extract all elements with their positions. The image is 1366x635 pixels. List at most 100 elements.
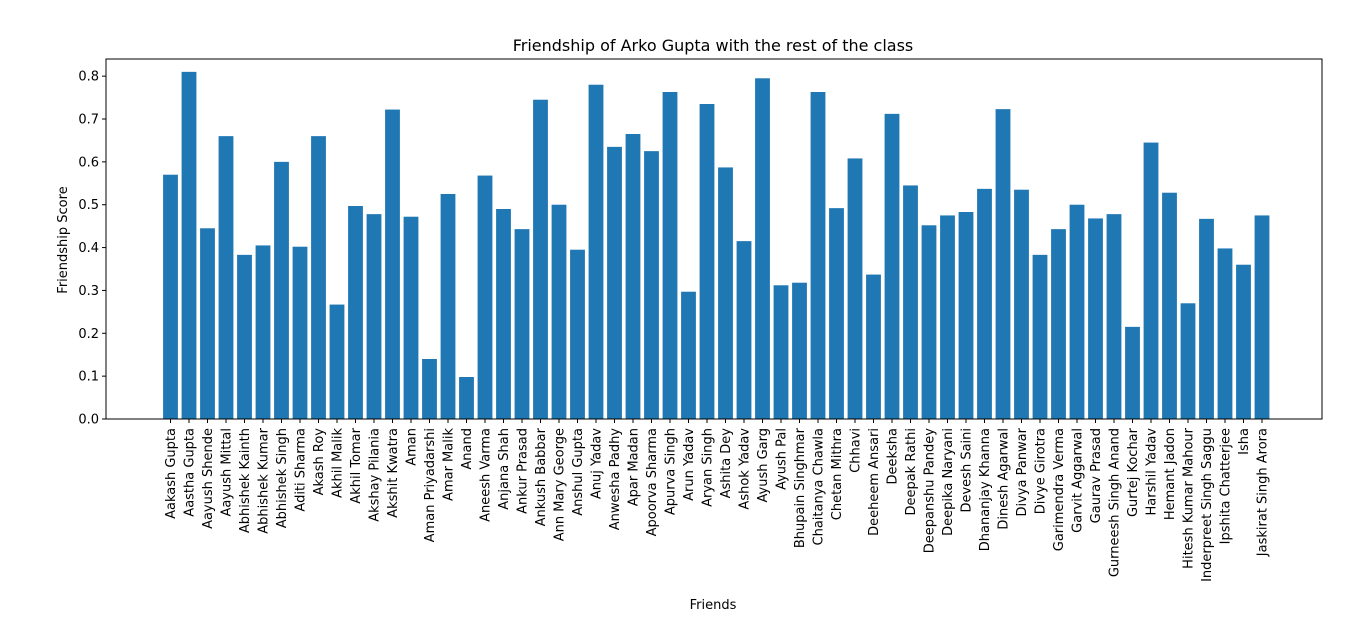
bar bbox=[496, 209, 511, 419]
x-tick-label: Inderpreet Singh Saggu bbox=[1200, 428, 1215, 582]
bar bbox=[255, 245, 271, 419]
x-tick-label: Bhupain Singhmar bbox=[793, 427, 808, 548]
y-tick-label: 0.1 bbox=[78, 370, 99, 385]
bar bbox=[958, 212, 974, 419]
bar bbox=[1106, 214, 1122, 419]
y-tick-label: 0.8 bbox=[78, 70, 99, 85]
bar bbox=[644, 151, 659, 419]
x-tick-label: Anuj Yadav bbox=[590, 428, 605, 499]
bar bbox=[385, 109, 400, 419]
x-tick-label: Akshit Kwatra bbox=[386, 428, 401, 518]
y-axis: 0.0 0.1 0.2 0.3 0.4 0.5 0.6 0.7 0.8 bbox=[78, 70, 106, 428]
bar bbox=[588, 84, 604, 420]
bar bbox=[718, 167, 733, 419]
x-tick-label: Deeheem Ansari bbox=[867, 428, 882, 536]
x-tick-label: Divye Girotra bbox=[1034, 428, 1049, 514]
x-tick-label: Anshul Gupta bbox=[571, 428, 586, 516]
x-axis-label: Friends bbox=[690, 598, 737, 613]
x-tick-label: Garimendra Verma bbox=[1052, 428, 1067, 551]
x-tick-label: Gaurav Prasad bbox=[1089, 428, 1104, 523]
bar bbox=[607, 146, 622, 420]
x-tick-label: Ashita Dey bbox=[719, 428, 734, 499]
y-tick-label: 0.2 bbox=[78, 327, 99, 342]
x-tick-label: Deepak Rathi bbox=[904, 428, 919, 516]
bar bbox=[903, 185, 918, 419]
y-tick-label: 0.7 bbox=[78, 113, 99, 128]
x-tick-label: Aastha Gupta bbox=[183, 428, 198, 517]
x-tick-label: Gurtej Kochar bbox=[1126, 427, 1141, 517]
x-tick-label: Deepika Naryani bbox=[941, 428, 956, 536]
bar bbox=[1125, 326, 1140, 419]
bar bbox=[440, 194, 456, 419]
bar bbox=[1162, 192, 1177, 419]
bar bbox=[181, 71, 197, 420]
x-axis: Aakash Gupta Aastha Gupta Aayush Shende Aay… bbox=[164, 419, 1271, 582]
bar bbox=[348, 206, 363, 419]
x-tick-label: Aman bbox=[405, 428, 420, 466]
x-tick-label: Deepanshu Pandey bbox=[923, 428, 938, 554]
x-tick-label: Abhishek Kainth bbox=[238, 428, 253, 533]
bar bbox=[940, 215, 955, 419]
x-tick-label: Aneesh Varma bbox=[479, 428, 494, 522]
bar bbox=[1217, 248, 1233, 419]
x-tick-label: Amar Malik bbox=[442, 428, 457, 501]
x-tick-label: Akhil Malik bbox=[331, 428, 346, 498]
x-tick-label: Apurva Singh bbox=[664, 428, 679, 515]
bar bbox=[329, 304, 345, 419]
bar bbox=[1236, 264, 1251, 419]
bar bbox=[422, 359, 437, 419]
bar bbox=[921, 225, 937, 419]
bar bbox=[1199, 218, 1214, 419]
bar bbox=[1014, 189, 1029, 419]
bar bbox=[163, 174, 178, 419]
bar bbox=[662, 92, 678, 419]
bar bbox=[1069, 204, 1085, 419]
bar bbox=[625, 134, 641, 419]
bar bbox=[829, 208, 844, 419]
x-tick-label: Anjana Shah bbox=[497, 428, 512, 510]
x-tick-label: Gurneesh Singh Anand bbox=[1108, 428, 1123, 577]
y-tick-label: 0.6 bbox=[78, 155, 99, 170]
x-tick-label: Abhishek Singh bbox=[275, 428, 290, 528]
x-tick-label: Aryan Singh bbox=[701, 428, 716, 507]
x-tick-label: Dinesh Agarwal bbox=[997, 428, 1012, 530]
x-tick-label: Hemant Jadon bbox=[1163, 428, 1178, 520]
bar bbox=[755, 78, 770, 419]
bar bbox=[736, 241, 752, 419]
bar bbox=[551, 204, 567, 419]
bar bbox=[884, 113, 900, 420]
plot-frame bbox=[105, 58, 1323, 420]
x-tick-label: Arun Yadav bbox=[682, 428, 697, 501]
y-tick-label: 0.3 bbox=[78, 284, 99, 299]
bar bbox=[681, 291, 696, 419]
bar bbox=[533, 99, 548, 420]
chart-title: Friendship of Arko Gupta with the rest o… bbox=[513, 36, 914, 55]
x-tick-label: Apoorva Sharma bbox=[645, 428, 660, 536]
x-tick-label: Akhil Tomar bbox=[349, 427, 364, 503]
x-tick-label: Jaskirat Singh Arora bbox=[1256, 428, 1271, 557]
x-tick-label: Aayush Shende bbox=[201, 428, 216, 529]
bar bbox=[1254, 215, 1270, 419]
x-tick-label: Devesh Saini bbox=[960, 428, 975, 513]
x-tick-label: Aman Priyadarshi bbox=[423, 428, 438, 542]
y-tick-label: 0.5 bbox=[78, 198, 99, 213]
x-tick-label: Ann Mary George bbox=[553, 428, 568, 541]
y-tick-label: 0.0 bbox=[78, 413, 99, 428]
y-tick-label: 0.4 bbox=[78, 241, 99, 256]
bar bbox=[699, 104, 715, 419]
x-tick-label: Isha bbox=[1237, 428, 1252, 455]
x-tick-label: Akash Roy bbox=[312, 428, 327, 496]
bar bbox=[1051, 229, 1066, 419]
bar bbox=[977, 188, 992, 419]
x-tick-label: Aayush Mittal bbox=[220, 428, 235, 517]
bar bbox=[792, 282, 807, 419]
x-tick-label: Garvit Aggarwal bbox=[1071, 428, 1086, 533]
x-tick-label: Abhishek Kumar bbox=[257, 427, 272, 533]
bar bbox=[514, 229, 530, 419]
bar bbox=[274, 161, 289, 420]
x-tick-label: Chhavi bbox=[849, 428, 864, 473]
x-tick-label: Chaitanya Chawla bbox=[812, 428, 827, 545]
x-tick-label: Anwesha Padhy bbox=[608, 428, 623, 531]
x-tick-label: Ayush Garg bbox=[756, 428, 771, 503]
